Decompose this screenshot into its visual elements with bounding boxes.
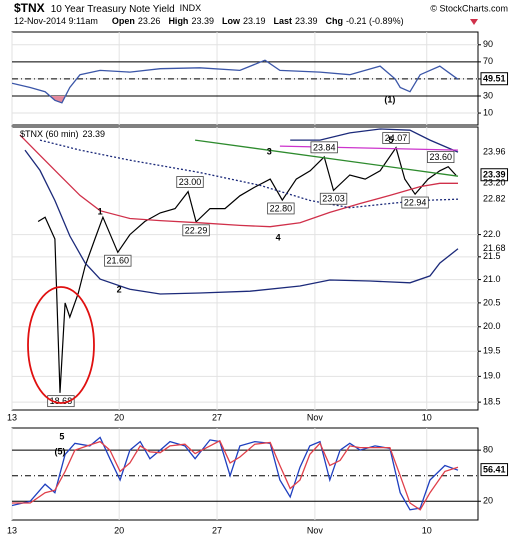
series-line [19,134,458,228]
y-tick-label: 18.5 [483,397,501,407]
stat-value: 23.19 [243,16,266,26]
x-tick-label: 27 [212,412,222,422]
price-callout: 23.60 [429,152,452,162]
area-below-level [49,95,66,103]
wave-label: 4 [276,233,281,243]
price-callout: 18.68 [50,396,73,406]
y-tick-label: 10 [483,107,493,117]
y-tick-label: 19.5 [483,346,501,356]
y-tick-label: 21.5 [483,251,501,261]
value-tag: 56.41 [483,465,506,475]
x-tick-label: Nov [307,412,324,422]
title: $TNX 10 Year Treasury Note Yield INDX [14,1,201,15]
wave-label: 3 [267,146,272,156]
price-callout: 23.00 [179,177,202,187]
price-callout: 22.29 [185,225,208,235]
stat-label: High [168,16,188,26]
legend-value: 23.39 [83,129,106,139]
price-callout-box [319,192,348,205]
series-line [279,145,459,151]
credit: © StockCharts.com [430,3,508,13]
x-tick-label: 10 [422,412,432,422]
stat-value: 23.39 [191,16,214,26]
series-line [12,59,459,104]
wave-label: 1 [98,206,103,216]
price-callout-box [47,395,75,408]
stat-label: Chg [326,16,344,26]
stat-value: 23.26 [138,16,161,26]
y-tick-label: 90 [483,39,493,49]
x-tick-label: 13 [7,525,17,535]
y-tick-label: 30 [483,90,493,100]
wave-label: (1) [384,94,395,104]
legend: $TNX (60 min) 23.39 [20,129,105,139]
stat-label: Low [222,16,241,26]
highlight-ellipse [27,286,95,404]
series-line [24,149,459,295]
exchange: INDX [180,3,202,13]
value-tag-box [480,72,509,86]
price-callout-box [104,254,132,267]
price-callout-box [267,202,295,215]
change-down-icon [470,19,478,25]
wave-label: 2 [117,285,122,295]
security-name: 10 Year Treasury Note Yield [51,4,175,15]
panel-frame [11,427,479,521]
x-tick-label: 20 [114,525,124,535]
price-callout: 23.84 [313,142,336,152]
stat-value: 23.39 [295,16,318,26]
price-callout: 22.80 [270,203,293,213]
price-callout-box [382,132,410,144]
series-line [195,139,459,177]
y-tick-label: 22.0 [483,229,501,239]
price-callout: 24.07 [385,133,408,143]
value-tag: 23.39 [483,170,506,180]
x-tick-label: 20 [114,412,124,422]
price-callout: 21.60 [107,256,130,266]
price-callout: 22.94 [404,198,427,208]
y-tick-label: 20 [483,496,493,506]
y-tick-label: 19.0 [483,371,501,381]
price-callout-box [427,151,455,164]
date: 12-Nov-2014 9:11am [14,16,98,26]
y-tick-label: 20.5 [483,297,501,307]
x-tick-label: 10 [422,525,432,535]
stat-label: Open [112,16,135,26]
price-callout-box [401,196,429,209]
symbol: $TNX [14,1,45,15]
y-tick-label: 20.0 [483,321,501,331]
y-tick-label: 70 [483,56,493,66]
value-tag-box [480,168,509,182]
series-line [37,146,457,393]
price-callout-box [176,176,204,188]
value-tag: 49.51 [483,74,506,84]
value-tag-box [480,463,509,477]
wave-label: 5 [388,135,393,145]
price-callout-box [182,224,210,237]
value-tag: 23.96 [483,146,506,156]
price-callout: 23.03 [322,194,345,204]
y-tick-label: 21.0 [483,274,501,284]
x-tick-label: 27 [212,525,222,535]
series-line [12,439,459,511]
wave-label: (5) [54,446,65,456]
x-tick-label: 13 [7,412,17,422]
series-line [290,128,459,153]
wave-label: 5 [59,431,64,441]
value-tag: 23.20 [483,178,506,188]
stats-row: 12-Nov-2014 9:11am Open 23.26 High 23.39 Low 2… [14,16,404,26]
legend-name: $TNX (60 min) [20,129,79,139]
stat-label: Last [274,16,293,26]
price-callout-box [310,141,338,154]
stat-value: -0.21 (-0.89%) [346,16,404,26]
value-tag: 22.82 [483,194,506,204]
value-tag: 21.68 [483,243,506,253]
y-tick-label: 80 [483,445,493,455]
x-tick-label: Nov [307,525,324,535]
